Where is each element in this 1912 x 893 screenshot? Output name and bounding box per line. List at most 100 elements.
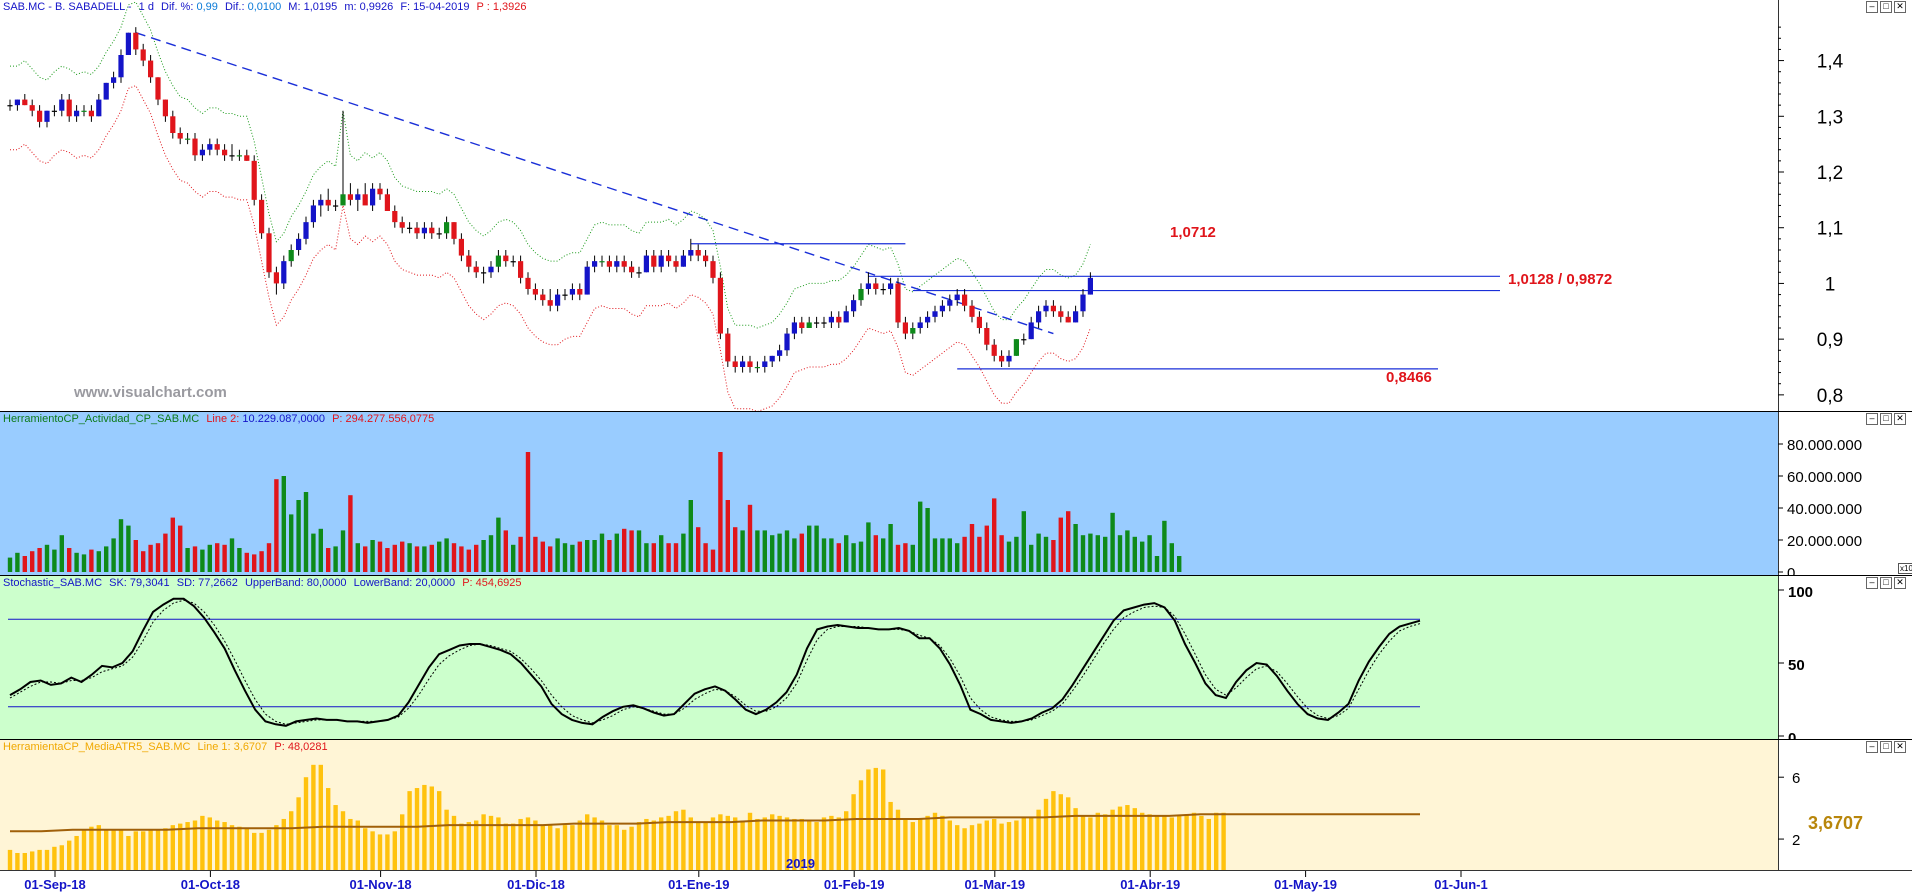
atr-bar xyxy=(636,822,642,870)
volume-bar xyxy=(525,452,531,572)
candle-body xyxy=(799,322,805,328)
stoch-sk-value: 79,3041 xyxy=(129,577,170,589)
volume-bar xyxy=(133,540,138,572)
stoch-name: Stochastic_SAB.MC xyxy=(3,577,103,589)
candle-body xyxy=(666,255,672,262)
close-icon[interactable]: ✕ xyxy=(1894,413,1906,425)
atr-bar xyxy=(747,812,753,870)
candle-body xyxy=(340,194,346,206)
candle-body xyxy=(547,300,553,306)
candle-body xyxy=(814,322,820,324)
volume-bar xyxy=(962,536,967,572)
candle-body xyxy=(562,294,568,296)
atr-bar xyxy=(888,801,893,870)
atr-bar xyxy=(104,829,109,870)
close-icon[interactable]: ✕ xyxy=(1894,1,1906,13)
volume-bar xyxy=(666,543,671,572)
volume-bar xyxy=(540,541,545,572)
candle-body xyxy=(259,199,265,234)
candle-body xyxy=(451,222,457,239)
price-tick-label: 1,1 xyxy=(1817,219,1843,240)
price-chart: 1,4 1,3 1,2 1,1 1 0,9 0,8 xyxy=(7,1,1844,412)
candle-body xyxy=(273,272,279,284)
candle-body xyxy=(740,361,746,367)
candle-body xyxy=(843,311,849,323)
atr-bar xyxy=(1206,818,1211,870)
volume-bar xyxy=(673,543,679,572)
candle-body xyxy=(606,261,612,267)
atr-name: HerramientaCP_MediaATR5_SAB.MC xyxy=(3,741,191,753)
sk-line xyxy=(9,597,1421,727)
candle-body xyxy=(170,116,176,133)
candle-body xyxy=(1087,277,1093,295)
volume-bar xyxy=(1088,533,1093,572)
maximize-icon[interactable]: □ xyxy=(1880,1,1892,13)
maximize-icon[interactable]: □ xyxy=(1880,413,1892,425)
candle-body xyxy=(688,250,694,256)
annotation-support-low: 0,8466 xyxy=(1386,369,1432,386)
volume-bar xyxy=(992,498,997,572)
atr-tick-label: 6 xyxy=(1792,770,1800,787)
atr-bar xyxy=(252,832,257,870)
x-tick-label: 01-Ene-19 xyxy=(668,877,729,892)
volume-tick-label: 60.000.000 xyxy=(1787,469,1862,486)
volume-bar xyxy=(59,535,64,572)
atr-bar xyxy=(289,811,294,870)
atr-bar xyxy=(851,794,856,870)
close-icon[interactable]: ✕ xyxy=(1894,577,1906,589)
atr-bar xyxy=(229,825,235,870)
close-icon[interactable]: ✕ xyxy=(1894,741,1906,753)
volume-bar xyxy=(1169,543,1174,572)
candle-body xyxy=(1058,311,1064,317)
candle-body xyxy=(939,305,945,312)
atr-bar xyxy=(858,780,864,870)
minimize-icon[interactable]: – xyxy=(1866,741,1878,753)
volume-bar xyxy=(192,546,198,572)
maximize-icon[interactable]: □ xyxy=(1880,577,1892,589)
volume-bar xyxy=(1043,536,1049,572)
atr-bar xyxy=(622,829,627,870)
volume-bar xyxy=(836,543,841,572)
atr-last-value: 3,6707 xyxy=(1808,813,1864,833)
price-header: SAB.MC - B. SABADELL - 1 d Dif. %: 0,99 … xyxy=(3,1,527,13)
candle-body xyxy=(14,99,20,106)
volume-bar xyxy=(511,544,516,572)
min-label: m: xyxy=(344,1,357,13)
stochastic-window-controls: – □ ✕ xyxy=(1864,577,1906,589)
volume-bar xyxy=(207,544,212,572)
candle-body xyxy=(680,255,686,267)
volume-bar xyxy=(851,543,856,572)
volume-bar xyxy=(252,554,257,572)
volume-bar xyxy=(1154,556,1160,572)
candle-body xyxy=(407,227,413,229)
atr-bar xyxy=(1036,809,1041,870)
candle-body xyxy=(1073,311,1079,323)
volume-bar xyxy=(888,524,893,572)
candle-body xyxy=(421,227,427,234)
atr-line-label: Line 1: xyxy=(197,741,231,753)
volume-bar xyxy=(881,538,886,572)
volume-bar xyxy=(311,533,316,572)
candle-body xyxy=(214,144,220,150)
atr-bar xyxy=(511,823,516,870)
volume-tick-label: 0 xyxy=(1787,565,1795,576)
atr-bar xyxy=(363,828,368,870)
candle-body xyxy=(695,250,701,256)
atr-tick-label: 2 xyxy=(1792,832,1800,849)
volume-bar xyxy=(681,533,686,572)
volume-bar xyxy=(777,533,782,572)
atr-bar xyxy=(659,817,664,870)
minimize-icon[interactable]: – xyxy=(1866,413,1878,425)
candle-body xyxy=(192,138,198,156)
candle-body xyxy=(222,149,228,156)
atr-bar xyxy=(451,815,457,870)
volume-bar xyxy=(644,543,649,572)
atr-bar xyxy=(1058,794,1063,870)
atr-bar xyxy=(481,814,486,870)
volume-bar xyxy=(969,524,975,572)
maximize-icon[interactable]: □ xyxy=(1880,741,1892,753)
minimize-icon[interactable]: – xyxy=(1866,1,1878,13)
volume-bar xyxy=(37,548,42,572)
candle-body xyxy=(236,155,242,157)
minimize-icon[interactable]: – xyxy=(1866,577,1878,589)
